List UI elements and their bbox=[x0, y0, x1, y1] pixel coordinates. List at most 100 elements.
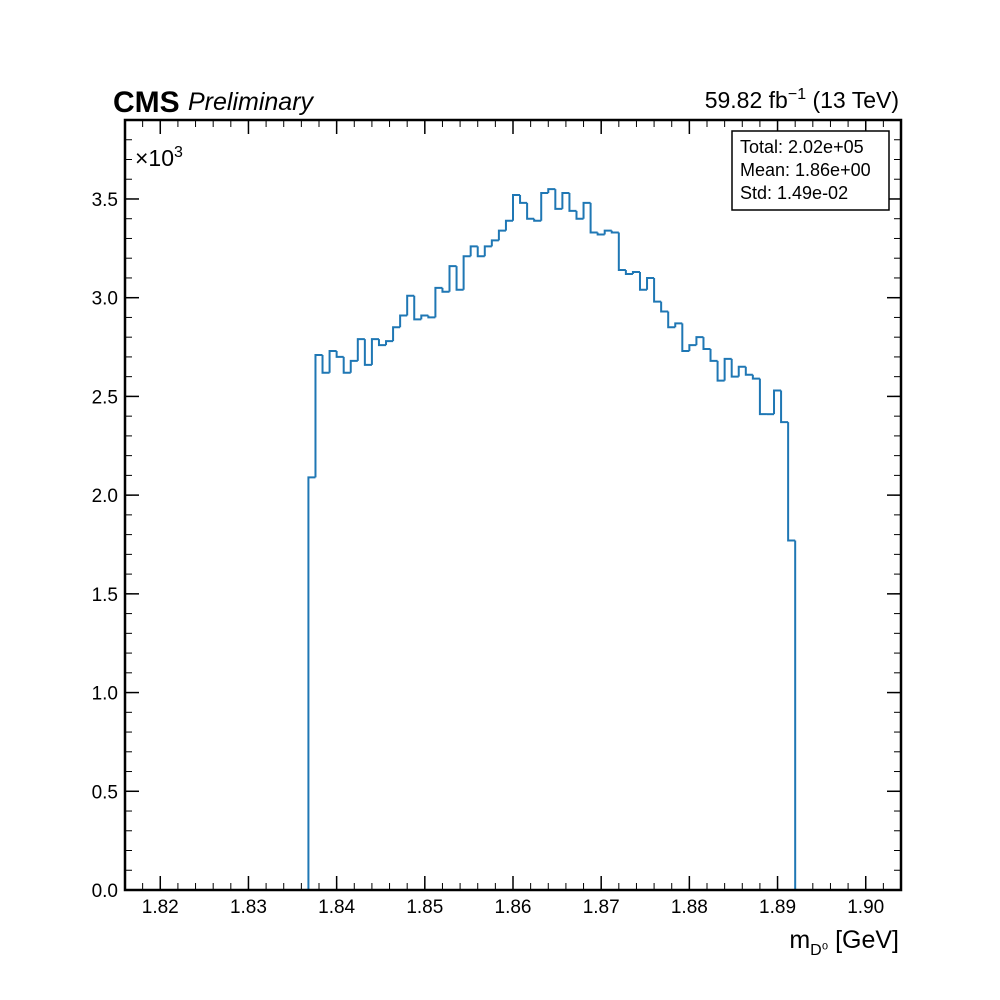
histogram-bin bbox=[406, 294, 415, 316]
histogram-bin bbox=[356, 338, 365, 361]
histogram-bin bbox=[533, 218, 542, 222]
histogram-bin bbox=[434, 286, 443, 318]
histogram-bin bbox=[392, 326, 401, 342]
histogram-bin bbox=[427, 315, 436, 319]
histogram-bin bbox=[646, 276, 655, 290]
stats-mean: Mean: 1.86e+00 bbox=[740, 160, 871, 180]
histogram-bin bbox=[561, 192, 570, 209]
histogram-bin bbox=[681, 323, 690, 352]
histogram-bin bbox=[497, 229, 506, 241]
histogram-bin bbox=[716, 360, 725, 382]
histogram-bin bbox=[737, 365, 746, 377]
histogram-bin bbox=[554, 189, 563, 210]
x-axis-label-sub: D⁰ bbox=[810, 942, 828, 959]
histogram-bin bbox=[638, 272, 648, 291]
x-tick-label: 1.87 bbox=[583, 897, 620, 918]
histogram-bin bbox=[526, 202, 535, 220]
histogram-bin bbox=[469, 245, 478, 257]
histogram-bin bbox=[455, 266, 464, 291]
histogram-bin bbox=[547, 188, 556, 194]
stats-std: Std: 1.49e-02 bbox=[740, 183, 848, 203]
histogram-bin bbox=[660, 301, 669, 313]
histogram-bin bbox=[512, 194, 521, 221]
histogram-bin bbox=[758, 378, 767, 416]
histogram-bin bbox=[413, 295, 422, 321]
y-tick-label: 3.0 bbox=[92, 289, 118, 310]
histogram-bin bbox=[624, 270, 633, 275]
histogram-bin bbox=[377, 339, 387, 347]
histogram-bin bbox=[780, 390, 789, 424]
histogram-bin bbox=[519, 195, 528, 204]
x-tick-label: 1.83 bbox=[230, 897, 267, 918]
histogram-bin bbox=[773, 389, 782, 415]
stats-total: Total: 2.02e+05 bbox=[740, 137, 864, 157]
tick-labels: 1.82 1.83 1.84 1.85 1.86 1.87 1.88 1.89 1.90 0.0 0… bbox=[92, 190, 885, 918]
y-tick-label: 0.5 bbox=[92, 782, 118, 803]
histogram-bin bbox=[314, 353, 323, 478]
cms-label: CMS bbox=[113, 86, 180, 119]
histogram-bin bbox=[596, 232, 605, 236]
y-multiplier: ×103 bbox=[135, 144, 183, 171]
histogram-bin bbox=[349, 359, 358, 373]
lumi-exponent: −1 bbox=[788, 86, 806, 103]
histogram-bin bbox=[385, 340, 394, 346]
histogram-bin bbox=[674, 322, 683, 328]
histogram-bin bbox=[631, 271, 640, 274]
histogram-bin bbox=[751, 374, 760, 380]
histogram-bin bbox=[483, 245, 492, 257]
histogram-bin bbox=[342, 356, 351, 374]
histogram-bin bbox=[730, 358, 739, 378]
histogram-bin bbox=[504, 219, 513, 231]
histogram-bin bbox=[420, 314, 429, 320]
histogram-bin bbox=[399, 314, 408, 328]
x-axis-label: mD⁰ [GeV] bbox=[789, 926, 899, 959]
x-axis-label-unit: [GeV] bbox=[828, 926, 899, 954]
histogram-bin bbox=[610, 230, 619, 234]
y-tick-label: 1.0 bbox=[92, 684, 118, 705]
lumi-value: 59.82 fb bbox=[705, 87, 788, 113]
y-tick-label: 1.5 bbox=[92, 585, 118, 606]
histogram-bin bbox=[441, 287, 450, 293]
histogram-bin bbox=[589, 202, 598, 234]
histogram-bin bbox=[667, 311, 676, 329]
x-tick-label: 1.85 bbox=[406, 897, 443, 918]
histogram-bin bbox=[582, 201, 591, 219]
histogram-bin bbox=[490, 239, 499, 247]
y-tick-label: 2.5 bbox=[92, 387, 118, 408]
x-tick-label: 1.82 bbox=[142, 897, 179, 918]
x-axis-label-main: m bbox=[789, 926, 810, 954]
y-tick-label: 2.0 bbox=[92, 486, 118, 507]
histogram-bin bbox=[370, 338, 379, 365]
x-tick-label: 1.90 bbox=[847, 897, 884, 918]
histogram-bin bbox=[575, 210, 584, 220]
y-tick-label: 3.5 bbox=[92, 190, 118, 211]
histogram-bin bbox=[321, 354, 330, 374]
histogram-bin bbox=[328, 350, 337, 373]
stats-box: Total: 2.02e+05 Mean: 1.86e+00 Std: 1.49… bbox=[731, 130, 890, 211]
histogram-bin bbox=[462, 255, 471, 290]
energy-label: (13 TeV) bbox=[806, 87, 899, 113]
histogram-bin bbox=[702, 337, 711, 351]
y-multiplier-exp: 3 bbox=[174, 144, 183, 161]
x-tick-label: 1.84 bbox=[318, 897, 355, 918]
histogram-bin bbox=[709, 349, 718, 362]
axis-ticks bbox=[124, 119, 901, 891]
preliminary-label: Preliminary bbox=[188, 88, 315, 116]
histogram-bin bbox=[688, 344, 697, 351]
y-multiplier-base: ×10 bbox=[135, 145, 174, 171]
histogram-bin bbox=[695, 336, 704, 346]
histogram-bin bbox=[723, 357, 732, 381]
y-tick-label: 0.0 bbox=[92, 881, 118, 902]
histogram-bin bbox=[335, 351, 344, 358]
histogram-bin bbox=[307, 476, 316, 890]
histogram-bin bbox=[540, 192, 549, 221]
histogram-layer bbox=[307, 188, 797, 890]
histogram-bin bbox=[448, 265, 457, 292]
x-tick-label: 1.86 bbox=[495, 897, 532, 918]
histogram-bin bbox=[787, 422, 796, 542]
histogram-bin bbox=[363, 339, 372, 366]
lumi-label: 59.82 fb−1 (13 TeV) bbox=[705, 86, 899, 113]
x-tick-label: 1.88 bbox=[671, 897, 708, 918]
histogram-bin bbox=[476, 246, 485, 258]
